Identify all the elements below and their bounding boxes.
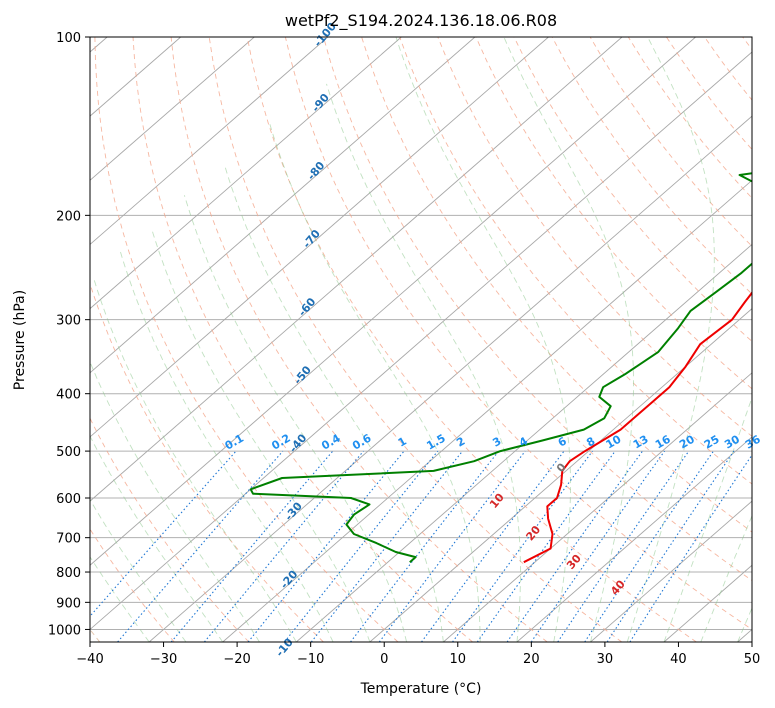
x-tick-label: 10 bbox=[450, 652, 467, 667]
mixing-ratio-line bbox=[606, 450, 735, 642]
mixing-ratio-line bbox=[284, 450, 439, 642]
y-tick-label: 900 bbox=[56, 596, 81, 611]
dry-adiabat-line bbox=[475, 37, 752, 390]
isotherm-line bbox=[90, 37, 329, 246]
y-axis-label: Pressure (hPa) bbox=[12, 290, 28, 390]
moist-adiabat-line bbox=[663, 396, 752, 642]
temperature-profile-line bbox=[523, 291, 752, 564]
mixing-ratio-line bbox=[421, 450, 565, 642]
mixing-ratio-line bbox=[170, 450, 334, 642]
mixing-ratio-line bbox=[90, 450, 237, 618]
y-tick-label: 1000 bbox=[48, 623, 81, 638]
y-tick-label: 800 bbox=[56, 566, 81, 581]
chart-title: wetPf2_S194.2024.136.18.06.R08 bbox=[285, 11, 557, 31]
y-tick-label: 400 bbox=[56, 388, 81, 403]
series-layer bbox=[249, 172, 752, 564]
isotherm-line bbox=[90, 37, 402, 310]
mixing-ratio-line bbox=[378, 450, 526, 642]
x-tick-label: 50 bbox=[744, 652, 761, 667]
x-tick-label: 20 bbox=[523, 652, 540, 667]
dry-adiabat-line bbox=[323, 37, 752, 582]
dry-adiabat-line bbox=[90, 417, 250, 642]
mixing-ratio-line bbox=[247, 450, 405, 642]
dry-adiabat-line bbox=[170, 37, 548, 642]
x-axis-label: Temperature (°C) bbox=[360, 681, 482, 697]
plot-frame bbox=[89, 36, 753, 643]
mixing-ratio-line bbox=[557, 450, 690, 642]
y-tick-label: 100 bbox=[56, 31, 81, 46]
mixing-ratio-line bbox=[584, 450, 714, 642]
dry-adiabat-line bbox=[437, 37, 752, 437]
moist-adiabat-line bbox=[183, 195, 408, 642]
x-tick-label: 40 bbox=[670, 652, 687, 667]
moist-adiabat-line bbox=[326, 83, 521, 642]
isotherm-line bbox=[516, 436, 752, 642]
dry-adiabat-line bbox=[90, 528, 175, 642]
isotherm-line bbox=[369, 308, 752, 642]
mixing-ratio-line bbox=[506, 450, 643, 642]
isotherm-line bbox=[90, 51, 752, 631]
isotherm-line bbox=[90, 37, 549, 438]
grid-layer bbox=[90, 37, 752, 642]
moist-adiabat-line bbox=[90, 498, 187, 642]
dry-adiabat-line bbox=[132, 37, 473, 642]
isotherm-line bbox=[90, 37, 255, 181]
isotherm-line bbox=[148, 115, 752, 642]
dry-adiabat-line bbox=[208, 37, 623, 642]
y-tick-label: 300 bbox=[56, 314, 81, 329]
x-tick-label: −30 bbox=[150, 652, 177, 667]
isotherm-line bbox=[90, 37, 476, 374]
isotherm-line bbox=[590, 500, 752, 642]
x-tick-label: 30 bbox=[597, 652, 614, 667]
moist-adiabat-line bbox=[395, 37, 571, 642]
isotherm-line bbox=[90, 37, 623, 502]
dry-adiabat-line bbox=[513, 37, 752, 342]
isotherm-line bbox=[443, 372, 752, 642]
axes-layer: −40 −30 −20 −10 0 10 20 30 40 50 100 200 300 400 500 60… bbox=[48, 31, 760, 667]
x-tick-label: −10 bbox=[297, 652, 324, 667]
dewpoint-profile-line bbox=[249, 172, 752, 563]
moist-adiabat-line bbox=[503, 37, 634, 642]
dry-adiabat-line bbox=[246, 37, 697, 642]
moist-adiabat-line bbox=[90, 360, 260, 642]
moist-adiabat-line bbox=[700, 514, 752, 642]
mixing-ratio-line bbox=[629, 454, 752, 642]
y-tick-label: 600 bbox=[56, 492, 81, 507]
moist-adiabat-line bbox=[626, 37, 715, 642]
moist-adiabat-line bbox=[119, 251, 334, 642]
x-tick-label: −40 bbox=[76, 652, 103, 667]
y-tick-label: 200 bbox=[56, 209, 81, 224]
moist-adiabat-line bbox=[269, 123, 481, 642]
mixing-ratio-line bbox=[476, 450, 616, 642]
isotherm-line bbox=[90, 37, 696, 566]
y-tick-label: 700 bbox=[56, 532, 81, 547]
mixing-ratio-line bbox=[530, 450, 666, 642]
mixing-ratio-line bbox=[452, 450, 593, 642]
isotherm-line bbox=[222, 179, 752, 642]
dry-adiabat-line bbox=[284, 37, 752, 630]
mixing-ratio-line bbox=[203, 450, 364, 642]
x-tick-label: −20 bbox=[223, 652, 250, 667]
y-tick-label: 500 bbox=[56, 445, 81, 460]
dry-adiabat-line bbox=[90, 282, 324, 642]
x-tick-label: 0 bbox=[380, 652, 388, 667]
